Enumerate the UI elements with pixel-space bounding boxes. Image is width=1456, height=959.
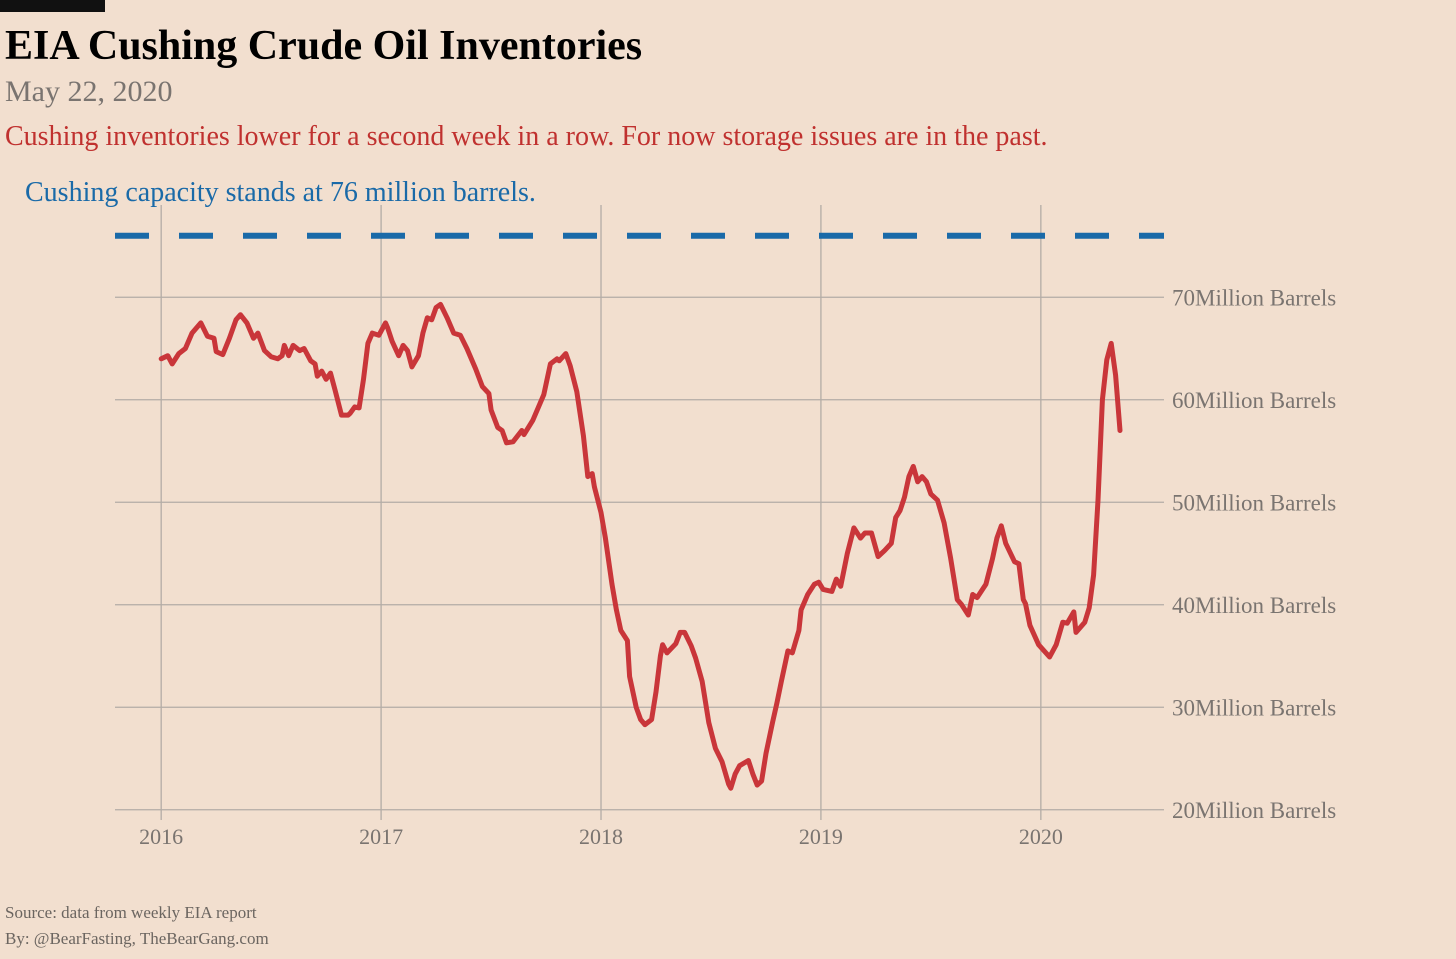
x-tick-label: 2020 xyxy=(1019,824,1063,849)
chart-date: May 22, 2020 xyxy=(5,75,173,108)
credit: By: @BearFasting, TheBearGang.com xyxy=(5,929,269,948)
annotation: Cushing capacity stands at 76 million ba… xyxy=(25,177,536,208)
x-tick-label: 2019 xyxy=(799,824,843,849)
y-tick-label: 40Million Barrels xyxy=(1172,593,1336,618)
top-bar xyxy=(0,0,105,12)
x-tick-label: 2017 xyxy=(359,824,403,849)
source: Source: data from weekly EIA report xyxy=(5,903,257,922)
y-tick-label: 50Million Barrels xyxy=(1172,490,1336,515)
y-tick-label: 30Million Barrels xyxy=(1172,695,1336,720)
y-tick-label: 60Million Barrels xyxy=(1172,388,1336,413)
y-tick-label: 70Million Barrels xyxy=(1172,285,1336,310)
data-line xyxy=(158,301,1123,791)
chart-title: EIA Cushing Crude Oil Inventories xyxy=(5,23,642,69)
y-tick-label: 20Million Barrels xyxy=(1172,798,1336,823)
chart-subtitle: Cushing inventories lower for a second w… xyxy=(5,121,1048,152)
x-tick-label: 2018 xyxy=(579,824,623,849)
x-tick-label: 2016 xyxy=(139,824,183,849)
